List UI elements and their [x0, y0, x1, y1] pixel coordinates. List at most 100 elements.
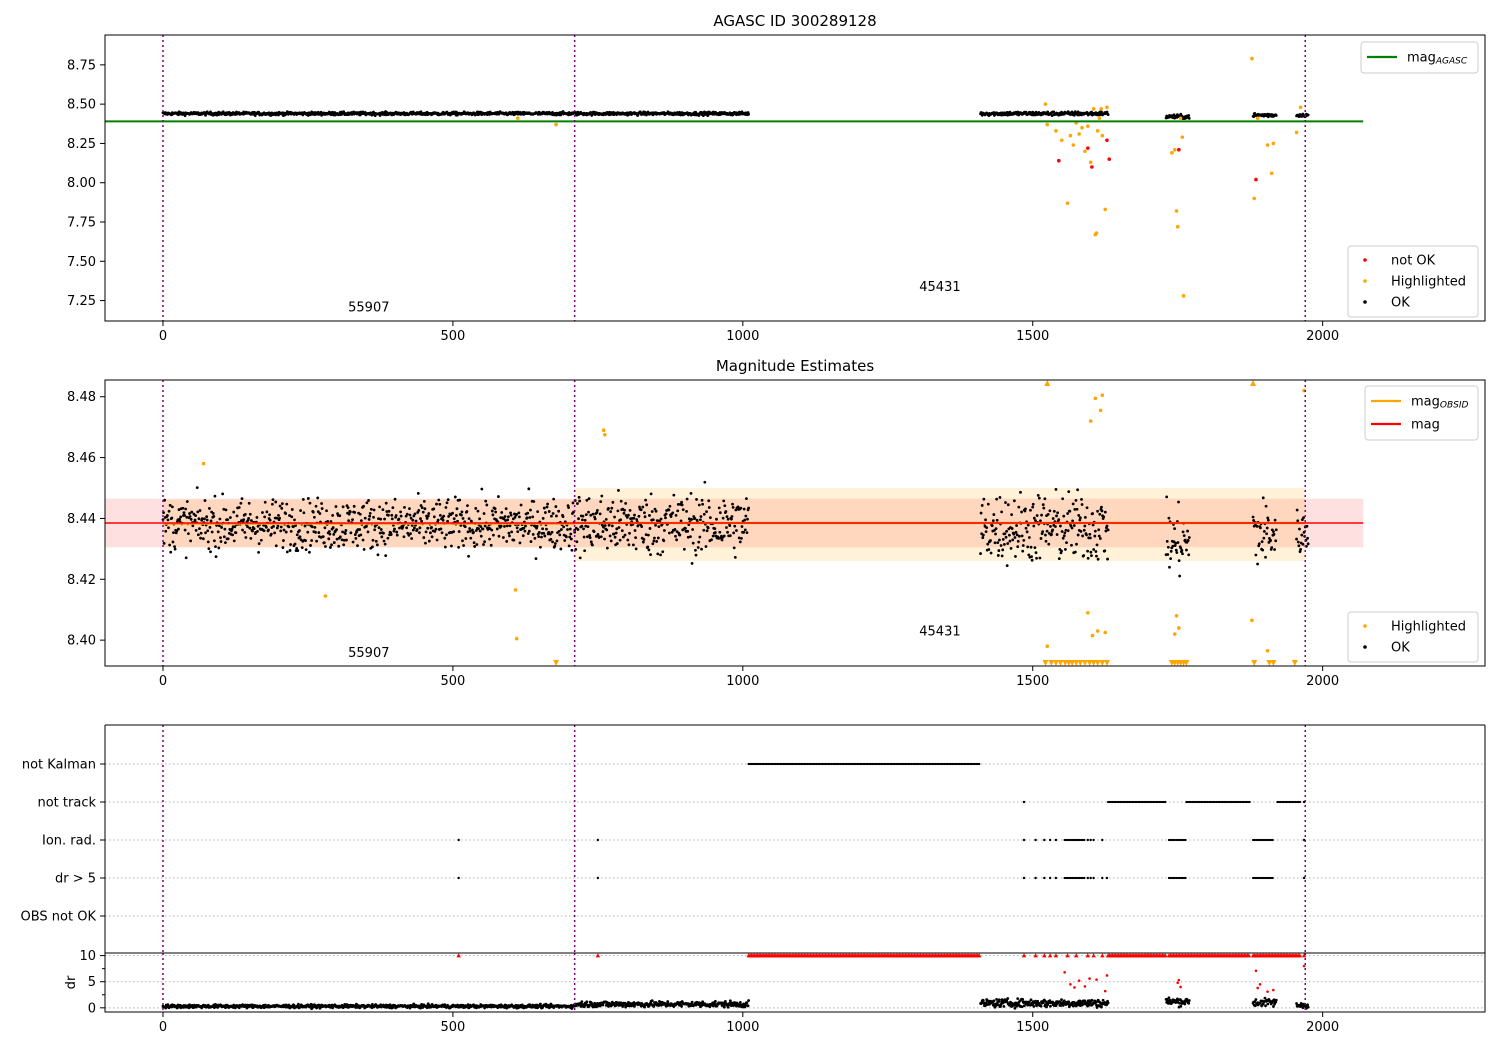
ok-point: [640, 525, 643, 528]
ok-point: [585, 513, 588, 516]
ok-point: [1274, 539, 1277, 542]
ok-point: [224, 541, 227, 544]
ok-point: [473, 545, 476, 548]
ok-point: [1082, 554, 1085, 557]
dr-ok-point: [1188, 999, 1191, 1002]
highlighted-point: [1250, 619, 1254, 623]
ok-point: [415, 520, 418, 523]
ok-point: [691, 562, 694, 565]
ok-point: [461, 539, 464, 542]
ok-point: [241, 497, 244, 500]
ok-point: [987, 548, 990, 551]
highlighted-point: [1266, 649, 1270, 653]
ok-point: [1295, 538, 1298, 541]
ok-point: [466, 504, 469, 507]
flag-row-label: Ion. rad.: [42, 834, 96, 849]
ok-point: [543, 535, 546, 538]
ok-point: [206, 529, 209, 532]
ok-point: [725, 510, 728, 513]
flag-row-label: OBS not OK: [21, 910, 97, 925]
ok-point: [701, 499, 704, 502]
ok-point: [566, 528, 569, 531]
ok-point: [718, 531, 721, 534]
ok-point: [617, 489, 620, 492]
ok-point: [734, 556, 737, 559]
ok-point: [323, 526, 326, 529]
dr-ok-point: [1067, 1000, 1070, 1003]
ok-point: [286, 550, 289, 553]
ok-point: [265, 510, 268, 513]
ok-point: [663, 529, 666, 532]
highlighted-point: [1086, 124, 1090, 128]
ok-point: [1042, 507, 1045, 510]
ok-point: [383, 540, 386, 543]
flag-point: [597, 839, 599, 841]
obs-label: 45431: [919, 625, 960, 640]
ok-point: [695, 498, 698, 501]
ok-point: [667, 509, 670, 512]
ok-point: [282, 539, 285, 542]
ok-point: [577, 517, 580, 520]
dr-ok-point: [1306, 1003, 1309, 1006]
ok-point: [1016, 545, 1019, 548]
ok-point: [388, 510, 391, 513]
ok-point: [578, 496, 581, 499]
ok-point: [504, 515, 507, 518]
dr-ok-point: [714, 1000, 717, 1003]
ok-point: [445, 533, 448, 536]
ok-point: [424, 542, 427, 545]
ok-point: [703, 481, 706, 484]
ok-point: [351, 518, 354, 521]
ok-point: [1006, 564, 1009, 567]
ok-point: [167, 526, 170, 529]
dr-red-point: [1266, 990, 1269, 993]
ok-point: [999, 496, 1002, 499]
ok-point: [1048, 509, 1051, 512]
ok-point: [386, 537, 389, 540]
dr-ok-point: [1168, 996, 1171, 999]
highlighted-point: [1091, 634, 1095, 638]
ok-point: [442, 519, 445, 522]
ok-point: [567, 506, 570, 509]
ok-point: [454, 496, 457, 499]
flag-point: [1101, 877, 1103, 879]
ok-point: [181, 507, 184, 510]
ok-point: [367, 499, 370, 502]
ok-point: [686, 530, 689, 533]
ok-point: [362, 539, 365, 542]
ok-point: [178, 518, 181, 521]
highlighted-point: [1095, 231, 1099, 235]
p1-ytick-label: 8.00: [67, 176, 96, 191]
ok-point: [354, 537, 357, 540]
highlighted-point: [1295, 131, 1299, 135]
ok-point: [299, 509, 302, 512]
ok-point: [189, 540, 192, 543]
ok-point: [275, 544, 278, 547]
ok-point: [1263, 530, 1266, 533]
ok-point: [628, 532, 631, 535]
highlighted-point: [1175, 209, 1179, 213]
ok-point: [198, 527, 201, 530]
ok-point: [655, 510, 658, 513]
ok-point: [328, 533, 331, 536]
ok-point: [213, 539, 216, 542]
ok-point: [223, 528, 226, 531]
dr-red-point: [1272, 989, 1275, 992]
flag-point: [1034, 877, 1036, 879]
ok-point: [1061, 497, 1064, 500]
ok-point: [271, 503, 274, 506]
ok-point: [1099, 537, 1102, 540]
highlighted-point: [1252, 197, 1256, 201]
ok-point: [569, 528, 572, 531]
ok-point: [248, 502, 251, 505]
ok-point: [744, 515, 747, 518]
ok-point: [995, 498, 998, 501]
ok-point: [1047, 513, 1050, 516]
ok-point: [338, 514, 341, 517]
ok-point: [1262, 537, 1265, 540]
highlighted-point: [1173, 632, 1177, 636]
ok-point: [1076, 488, 1079, 491]
ok-point: [1188, 117, 1191, 120]
ok-point: [1062, 537, 1065, 540]
ok-point: [424, 507, 427, 510]
